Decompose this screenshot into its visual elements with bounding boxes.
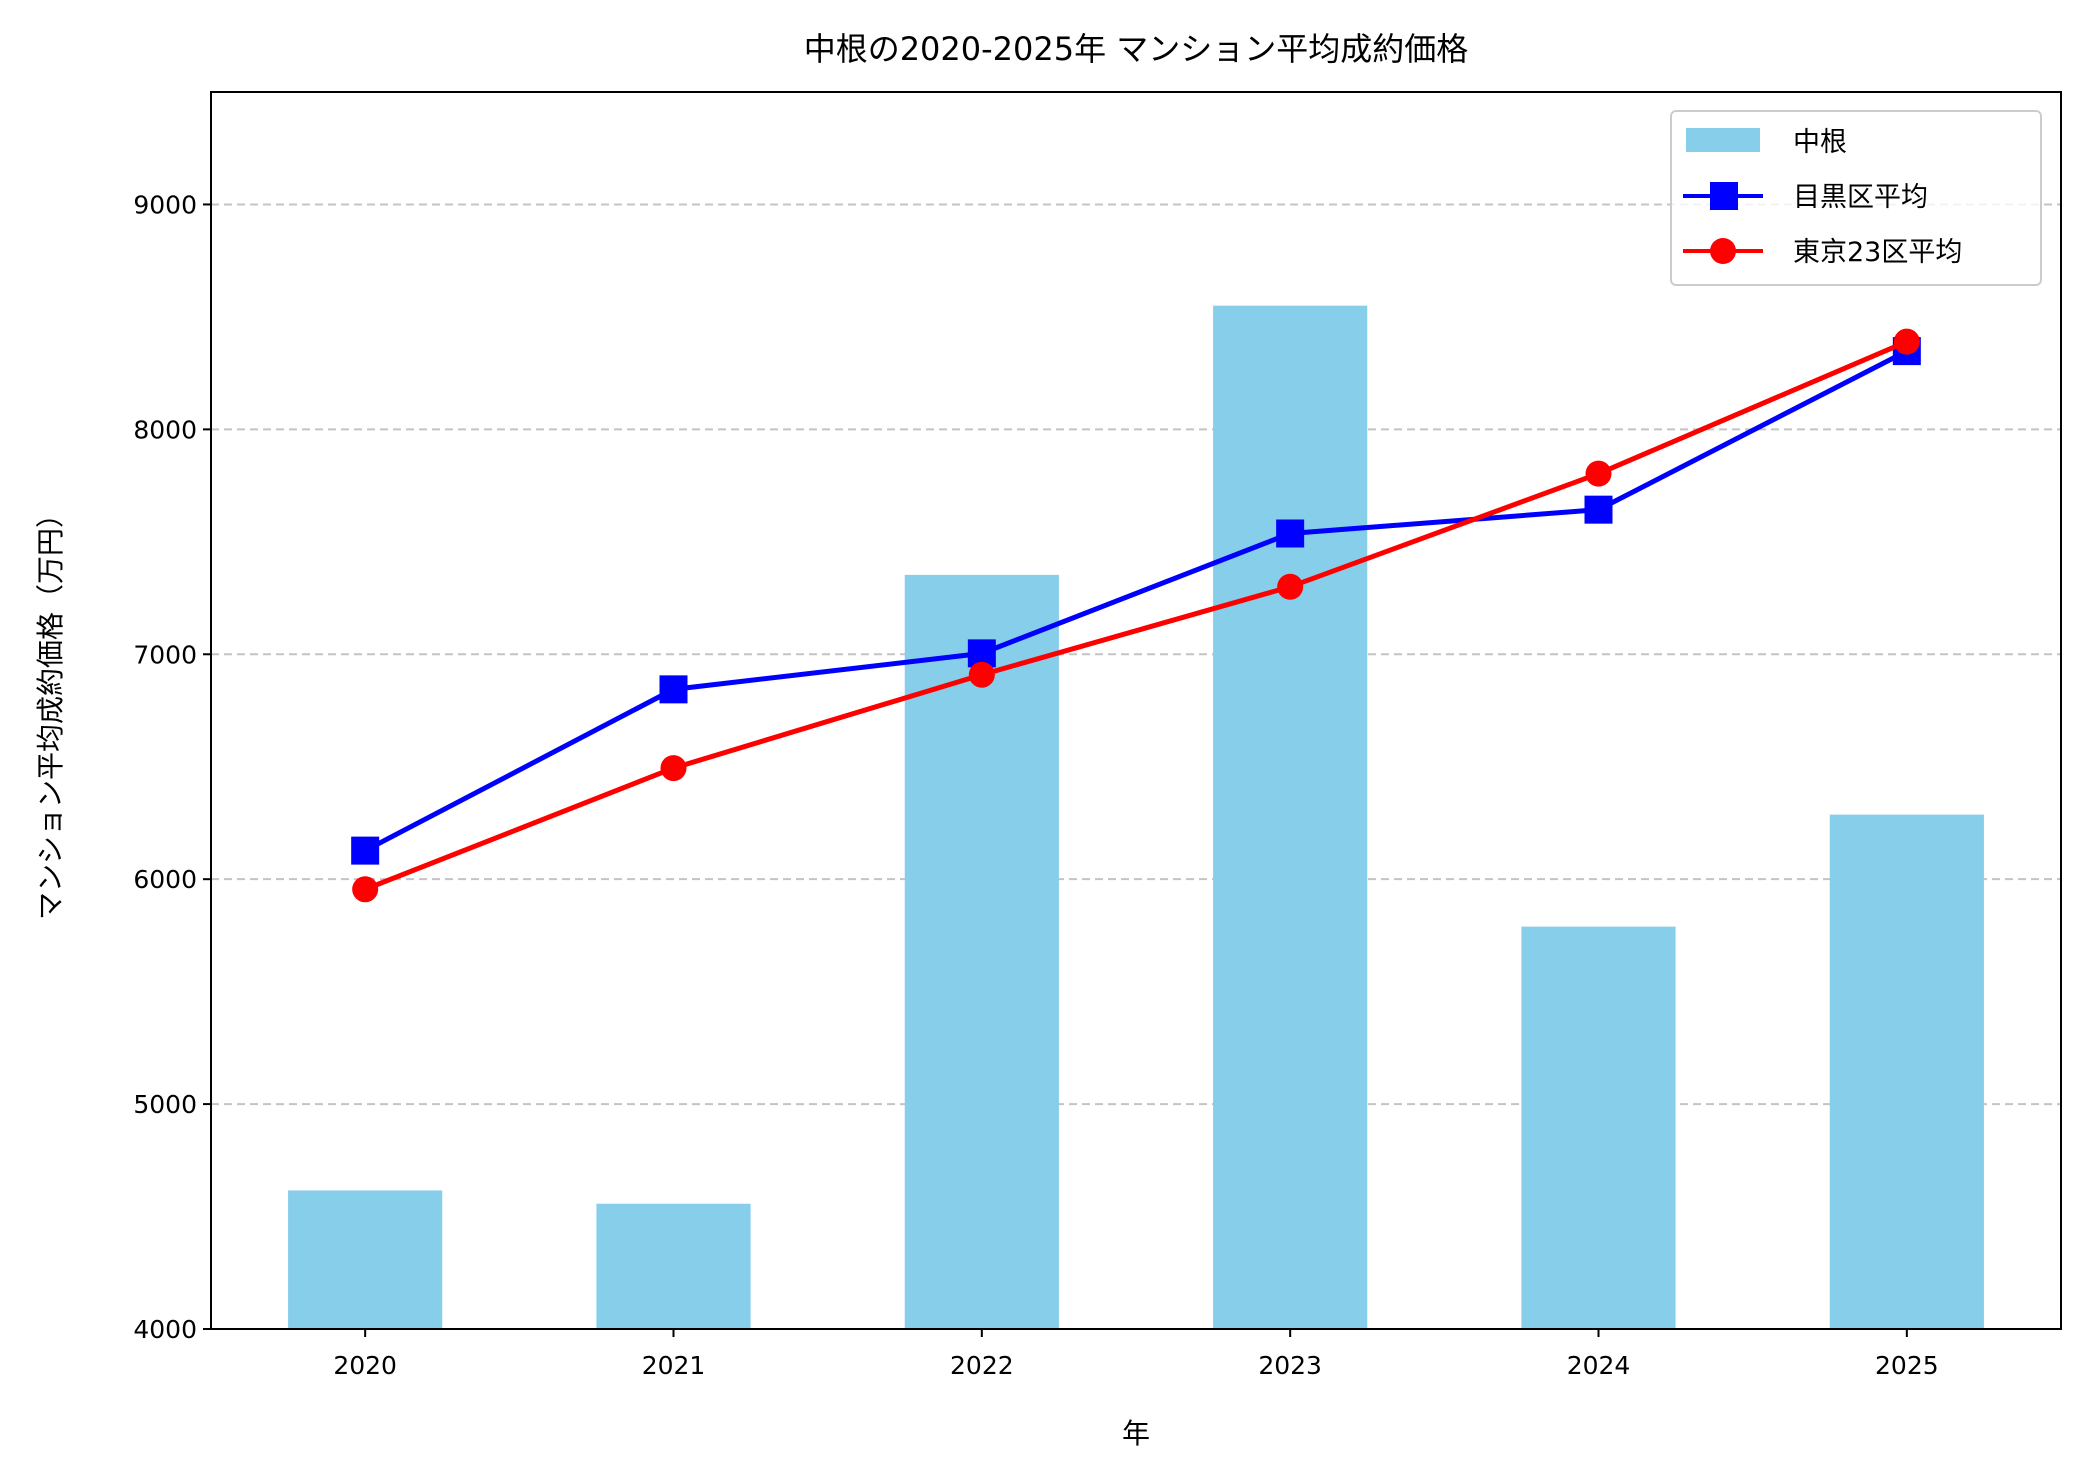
legend-marker-square: [1710, 182, 1738, 210]
legend-marker-circle: [1710, 238, 1736, 264]
data-point-square: [659, 675, 688, 704]
x-axis-label: 年: [1122, 1417, 1150, 1450]
data-point-square: [1276, 519, 1305, 548]
grid: [211, 203, 2061, 1106]
legend-label-meguro: 目黒区平均: [1793, 182, 1928, 213]
plot-frame: [210, 91, 2062, 1330]
data-point-circle: [352, 876, 379, 903]
lines: [351, 328, 1921, 903]
legend-swatch-bar: [1686, 128, 1760, 152]
x-tick-label: 2024: [1567, 1351, 1631, 1380]
data-point-square: [1584, 495, 1613, 524]
data-point-circle: [1585, 460, 1612, 487]
y-axis: 4000 5000 6000 7000 8000 9000: [133, 190, 211, 1344]
x-tick-label: 2025: [1875, 1351, 1939, 1380]
bar: [1829, 814, 1984, 1329]
x-tick-label: 2022: [950, 1351, 1014, 1380]
bar: [1213, 305, 1368, 1329]
series-line: [364, 339, 1908, 892]
x-tick-label: 2023: [1258, 1351, 1322, 1380]
y-axis-label: マンション平均成約価格（万円）: [34, 500, 67, 920]
data-point-circle: [1277, 573, 1304, 600]
data-point-square: [351, 836, 380, 865]
bar: [1521, 926, 1676, 1329]
data-point-circle: [660, 755, 687, 782]
bar: [904, 574, 1059, 1329]
bar: [288, 1190, 443, 1329]
legend-label-tokyo: 東京23区平均: [1793, 237, 1962, 268]
y-tick-label: 5000: [133, 1090, 197, 1119]
y-tick-label: 7000: [133, 640, 197, 669]
bars: [288, 305, 1984, 1329]
y-tick-label: 8000: [133, 415, 197, 444]
legend-label-nakane: 中根: [1793, 127, 1847, 158]
legend: 中根 目黒区平均 東京23区平均: [1670, 110, 2042, 286]
legend-frame: [1670, 110, 2042, 286]
x-tick-label: 2021: [642, 1351, 706, 1380]
x-axis: 2020 2021 2022 2023 2024 2025: [333, 1329, 1939, 1380]
data-point-circle: [1893, 328, 1920, 355]
y-tick-label: 9000: [133, 190, 197, 219]
chart-title: 中根の2020-2025年 マンション平均成約価格: [804, 30, 1469, 68]
x-tick-label: 2020: [333, 1351, 397, 1380]
y-tick-label: 4000: [133, 1315, 197, 1344]
data-point-circle: [968, 661, 995, 688]
bar: [596, 1203, 751, 1329]
series-line: [364, 348, 1908, 853]
y-tick-label: 6000: [133, 865, 197, 894]
